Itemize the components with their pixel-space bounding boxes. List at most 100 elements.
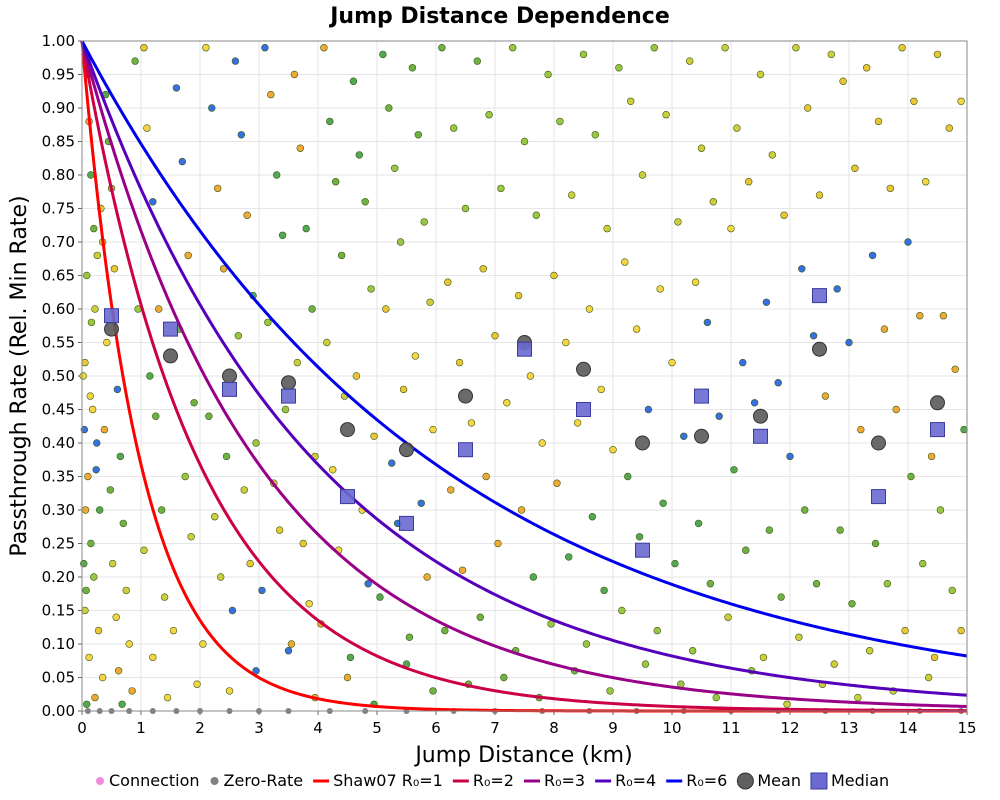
x-tick-label: 3 [254, 719, 264, 737]
connection-point [626, 97, 635, 106]
connection-point [364, 579, 372, 588]
connection-point [190, 399, 198, 407]
x-tick-label: 0 [77, 719, 87, 737]
connection-point [924, 673, 933, 682]
mean-marker [104, 321, 119, 337]
x-axis-label: Jump Distance (km) [413, 743, 632, 768]
connection-point [379, 50, 387, 59]
connection-point [659, 499, 667, 507]
connection-point [854, 693, 862, 702]
connection-point [874, 117, 883, 126]
connection-point [839, 77, 847, 85]
connection-point [503, 399, 511, 407]
connection-point [87, 171, 95, 179]
connection-point [82, 586, 90, 595]
connection-point [715, 412, 723, 420]
connection-point [116, 452, 125, 461]
mean-marker [930, 395, 945, 411]
connection-point [290, 70, 299, 79]
legend-item-median-swatch [810, 772, 828, 790]
connection-point [113, 385, 122, 394]
connection-point [597, 385, 605, 394]
median-marker [635, 542, 650, 558]
connection-point [957, 626, 965, 635]
connection-point [100, 425, 109, 434]
connection-point [836, 526, 844, 534]
mean-marker [576, 361, 591, 377]
connection-point [933, 50, 942, 59]
connection-point [801, 506, 809, 514]
connection-point [140, 43, 148, 52]
connection-point [671, 559, 679, 568]
connection-point [388, 459, 396, 467]
mean-marker [399, 442, 414, 458]
connection-point [632, 325, 641, 333]
connection-point [927, 452, 936, 461]
connection-point [497, 184, 505, 193]
connection-point [553, 479, 561, 487]
connection-point [81, 358, 89, 367]
connection-point [815, 191, 824, 199]
connection-point [391, 164, 399, 173]
connection-point [916, 312, 924, 320]
connection-point [119, 519, 128, 528]
connection-point [376, 593, 384, 601]
connection-point [80, 425, 89, 434]
connection-point [585, 305, 594, 313]
connection-point [650, 43, 658, 52]
connection-point [948, 586, 956, 595]
connection-point [721, 43, 729, 52]
connection-point [160, 593, 169, 601]
connection-point [219, 265, 228, 273]
y-axis-ticks: 0.00 0.05 0.10 0.15 0.20 0.25 0.30 0.35 0.40 0.45… [42, 32, 82, 720]
connection-point [429, 425, 437, 434]
connection-point [131, 57, 139, 65]
mean-marker [163, 348, 178, 364]
connection-point [756, 70, 765, 79]
connection-point [243, 211, 251, 219]
connection-point [461, 204, 470, 213]
connection-point [128, 687, 136, 695]
connection-point [644, 405, 653, 414]
connection-point [765, 526, 774, 534]
y-tick-label: 0.65 [42, 267, 75, 285]
connection-point [724, 613, 732, 621]
connection-point [526, 372, 535, 380]
connection-point [103, 338, 111, 347]
connection-point [750, 399, 759, 407]
connection-point [169, 626, 178, 635]
connection-point [556, 117, 564, 126]
mean-marker [458, 388, 473, 404]
connection-point [821, 392, 830, 400]
connection-point [851, 164, 859, 173]
connection-point [798, 265, 806, 273]
connection-point [417, 499, 425, 507]
summary-markers [104, 288, 945, 558]
connection-point [803, 104, 812, 112]
connection-point [399, 385, 408, 394]
connection-point [783, 700, 791, 708]
connection-point [118, 700, 126, 708]
y-tick-label: 0.95 [42, 66, 75, 84]
connection-point [93, 251, 102, 260]
connection-point [114, 667, 123, 675]
connection-point [172, 84, 181, 92]
connection-point [635, 533, 644, 541]
connection-point [514, 291, 523, 300]
legend-item-zero-rate-swatch [210, 777, 219, 785]
connection-point [438, 43, 446, 52]
connection-point [423, 573, 431, 581]
connection-point [222, 452, 231, 461]
connection-point [898, 43, 906, 52]
y-tick-label: 0.60 [42, 300, 75, 318]
connection-point [246, 559, 254, 568]
connection-point [94, 626, 103, 635]
x-tick-label: 2 [195, 719, 205, 737]
connection-point [86, 392, 94, 400]
connection-point [680, 432, 688, 440]
connection-point [960, 425, 968, 434]
connection-point [780, 211, 788, 219]
y-tick-label: 0.90 [42, 99, 75, 117]
connection-point [370, 432, 378, 440]
x-tick-label: 4 [313, 719, 323, 737]
